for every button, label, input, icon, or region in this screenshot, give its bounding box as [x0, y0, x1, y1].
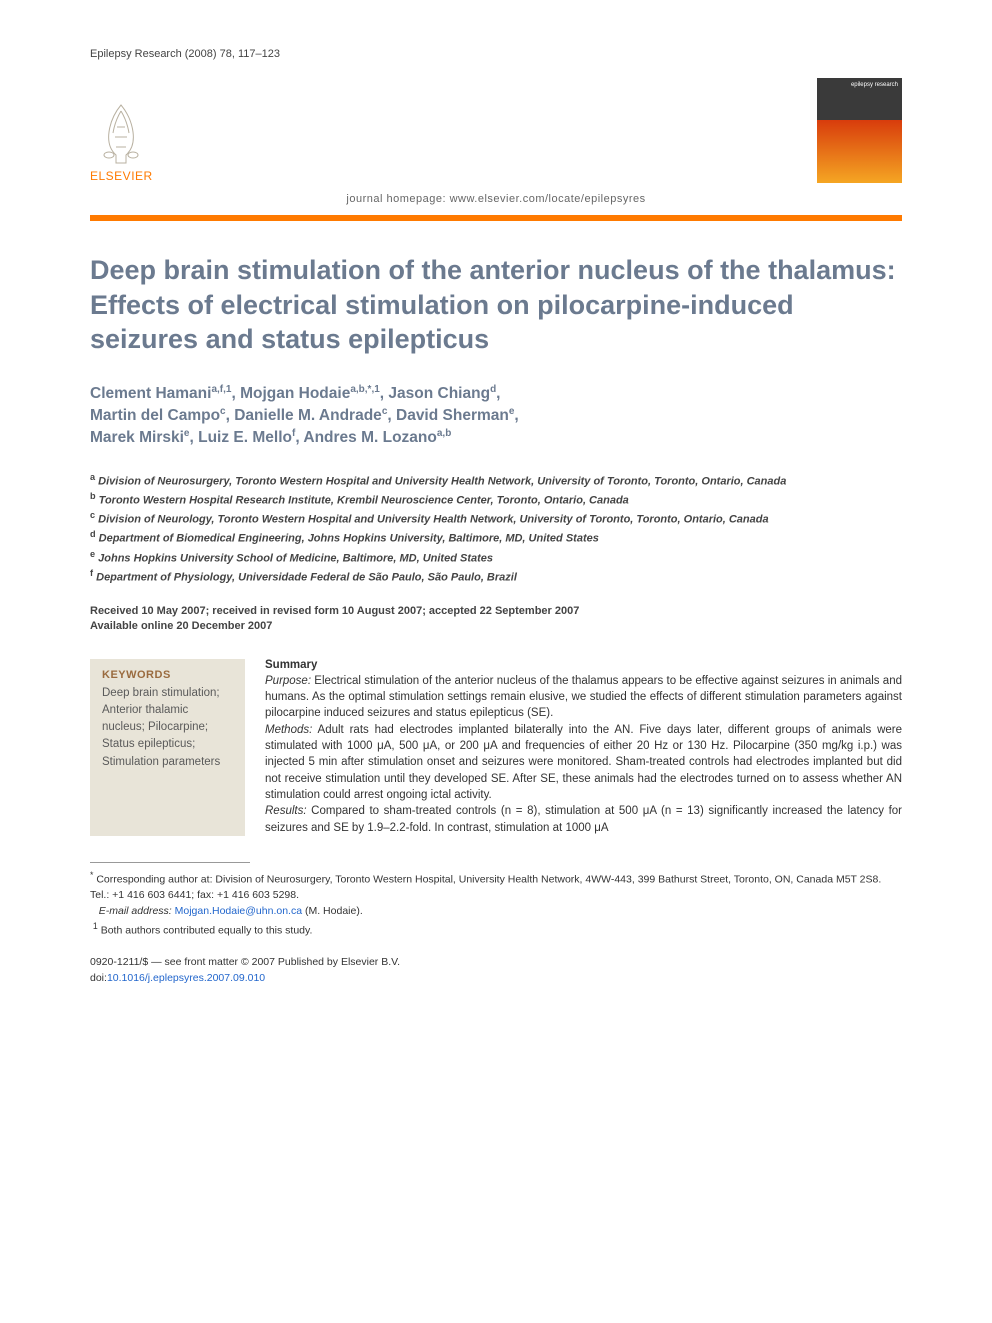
- article-dates: Received 10 May 2007; received in revise…: [90, 604, 902, 635]
- footnotes: * Corresponding author at: Division of N…: [90, 869, 902, 939]
- copyright-block: 0920-1211/$ — see front matter © 2007 Pu…: [90, 955, 902, 987]
- email-suffix: (M. Hodaie).: [302, 905, 363, 917]
- affiliation: d Department of Biomedical Engineering, …: [90, 528, 902, 547]
- methods-label: Methods:: [265, 724, 312, 736]
- keywords-heading: KEYWORDS: [102, 669, 233, 681]
- email-line: E-mail address: Mojgan.Hodaie@uhn.on.ca …: [90, 904, 902, 920]
- copyright-line: 0920-1211/$ — see front matter © 2007 Pu…: [90, 955, 902, 971]
- author: David Shermane: [396, 407, 514, 424]
- elsevier-tree-icon: [91, 97, 151, 167]
- journal-homepage: journal homepage: www.elsevier.com/locat…: [90, 193, 902, 205]
- journal-cover-label: epilepsy research: [851, 82, 898, 88]
- abstract-row: KEYWORDS Deep brain stimulation; Anterio…: [90, 659, 902, 836]
- affiliation: f Department of Physiology, Universidade…: [90, 567, 902, 586]
- doi-line: doi:10.1016/j.eplepsyres.2007.09.010: [90, 971, 902, 987]
- equal-contribution-note: 1 Both authors contributed equally to th…: [90, 920, 902, 939]
- author: Clement Hamania,f,1: [90, 385, 231, 402]
- corresponding-email-link[interactable]: Mojgan.Hodaie@uhn.on.ca: [175, 905, 302, 917]
- doi-link[interactable]: 10.1016/j.eplepsyres.2007.09.010: [107, 972, 265, 984]
- results-label: Results:: [265, 805, 307, 817]
- running-head: Epilepsy Research (2008) 78, 117–123: [90, 48, 902, 60]
- header-row: ELSEVIER epilepsy research: [90, 78, 902, 183]
- homepage-url[interactable]: www.elsevier.com/locate/epilepsyres: [450, 193, 646, 205]
- article-title: Deep brain stimulation of the anterior n…: [90, 253, 902, 357]
- affiliation: e Johns Hopkins University School of Med…: [90, 548, 902, 567]
- affiliation-list: a Division of Neurosurgery, Toronto West…: [90, 471, 902, 586]
- affiliation: c Division of Neurology, Toronto Western…: [90, 509, 902, 528]
- author: Mojgan Hodaiea,b,*,1: [240, 385, 380, 402]
- publisher-block: ELSEVIER: [90, 97, 153, 183]
- footnote-rule: [90, 862, 250, 863]
- results-text: Compared to sham-treated controls (n = 8…: [265, 805, 902, 833]
- orange-divider: [90, 215, 902, 221]
- author: Martin del Campoc: [90, 407, 226, 424]
- purpose-text: Electrical stimulation of the anterior n…: [265, 675, 902, 720]
- summary-heading: Summary: [265, 659, 902, 671]
- affiliation: b Toronto Western Hospital Research Inst…: [90, 490, 902, 509]
- purpose-label: Purpose:: [265, 675, 311, 687]
- received-accepted-line: Received 10 May 2007; received in revise…: [90, 604, 902, 619]
- summary-body: Purpose: Electrical stimulation of the a…: [265, 673, 902, 836]
- journal-cover-icon: epilepsy research: [817, 78, 902, 183]
- affiliation: a Division of Neurosurgery, Toronto West…: [90, 471, 902, 490]
- author: Marek Mirskie: [90, 429, 189, 446]
- author: Andres M. Lozanoa,b: [303, 429, 451, 446]
- author: Jason Chiangd: [388, 385, 496, 402]
- author: Danielle M. Andradec: [234, 407, 387, 424]
- summary-column: Summary Purpose: Electrical stimulation …: [265, 659, 902, 836]
- doi-prefix: doi:: [90, 972, 107, 984]
- keywords-list: Deep brain stimulation; Anterior thalami…: [102, 685, 233, 771]
- homepage-prefix: journal homepage:: [346, 193, 449, 205]
- available-online-line: Available online 20 December 2007: [90, 619, 902, 634]
- email-label: E-mail address:: [99, 905, 172, 917]
- methods-text: Adult rats had electrodes implanted bila…: [265, 724, 902, 801]
- author-list: Clement Hamania,f,1, Mojgan Hodaiea,b,*,…: [90, 383, 902, 449]
- publisher-name: ELSEVIER: [90, 169, 153, 183]
- keywords-box: KEYWORDS Deep brain stimulation; Anterio…: [90, 659, 245, 836]
- corresponding-author-note: * Corresponding author at: Division of N…: [90, 869, 902, 904]
- author: Luiz E. Mellof: [198, 429, 295, 446]
